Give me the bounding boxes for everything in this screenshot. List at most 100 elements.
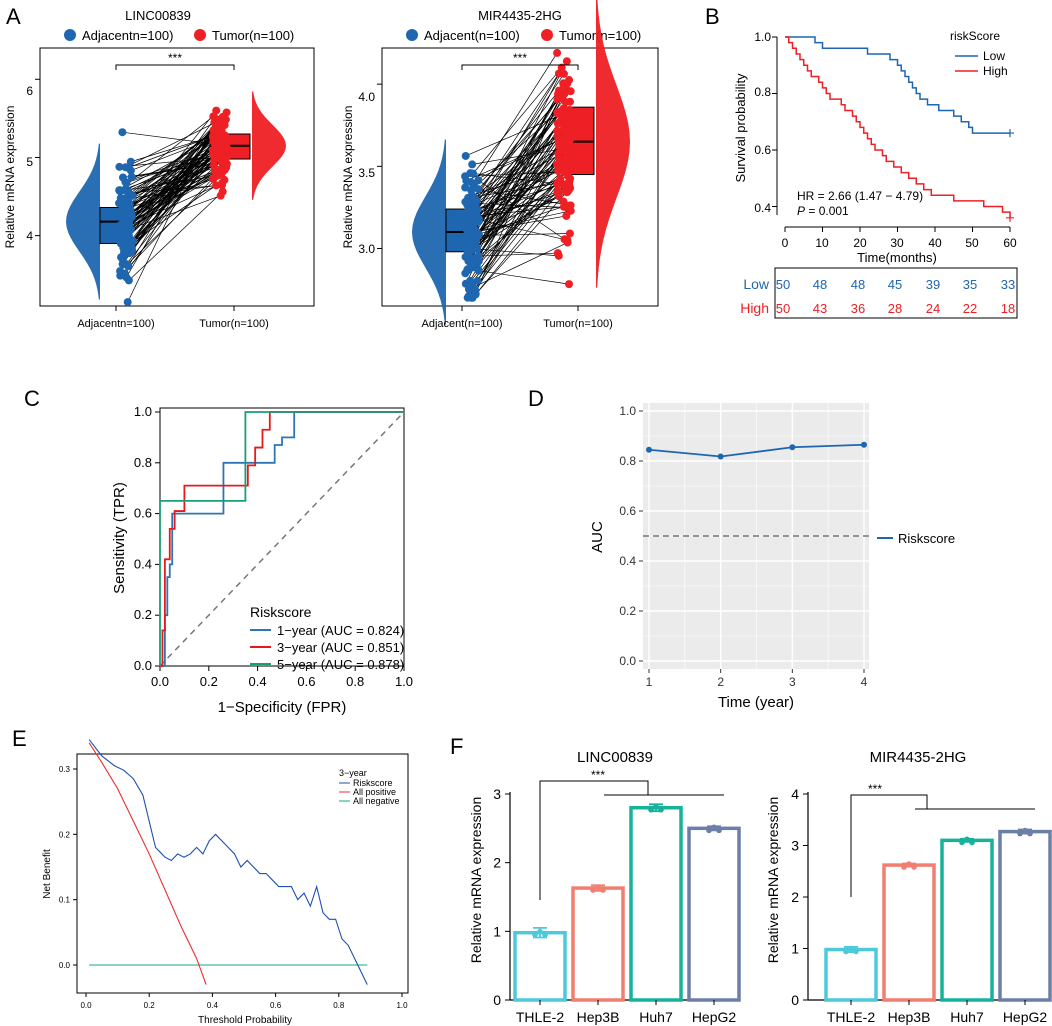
significance-bracket	[850, 794, 928, 897]
x-tick-label: 2	[717, 675, 724, 689]
replicate-point	[959, 839, 965, 846]
chart-f1: LINC00839 0 1 2 3 THLE-2 Hep3B Huh7 HepG2 Relat…	[468, 749, 741, 1025]
pair-line	[129, 120, 220, 210]
point-tumor	[564, 146, 573, 155]
panel-label-f: F	[450, 734, 463, 759]
auc-point	[861, 441, 867, 448]
y-tick-label: 0.4	[619, 554, 636, 568]
roc-curve-3-year	[160, 411, 404, 667]
chart-b-xtick: 60	[1003, 236, 1017, 250]
point-tumor	[554, 163, 563, 172]
point-adjacent	[122, 212, 131, 221]
y-tick-label: 0.2	[134, 607, 152, 622]
point-tumor	[556, 92, 565, 101]
pair-line	[128, 150, 214, 225]
pair-line	[475, 101, 571, 217]
risk-value: 39	[926, 277, 940, 292]
point-tumor	[219, 141, 228, 150]
chart-a2-ytick: 3.5	[358, 166, 375, 180]
risk-value: 50	[776, 301, 790, 316]
replicate-point	[901, 864, 907, 870]
point-adjacent	[468, 232, 477, 241]
pair-line	[122, 131, 220, 265]
chart-c-xlabel: 1−Specificity (FPR)	[218, 699, 347, 716]
replicate-point	[853, 948, 859, 955]
chart-b-xtick: 20	[853, 236, 867, 250]
bar-thle-2	[824, 947, 878, 1002]
x-tick-label: THLE-2	[827, 1009, 875, 1025]
risk-value: 35	[963, 277, 977, 292]
legend-label-tumor: Tumor(n=100)	[212, 28, 294, 43]
x-tick-label: 1	[646, 675, 653, 689]
replicate-point	[716, 827, 722, 834]
legend-label-riskscore: Riskscore	[353, 778, 393, 788]
point-tumor	[217, 158, 226, 167]
point-adjacent	[127, 238, 136, 247]
replicate-point	[711, 824, 717, 831]
replicate-point	[653, 803, 659, 810]
chart-a1-significance: ***	[168, 51, 182, 65]
risk-value: 22	[963, 301, 977, 316]
replicate-point	[1022, 827, 1028, 834]
chart-b-ylabel: Survival probability	[733, 73, 748, 183]
x-tick-label: Huh7	[950, 1009, 984, 1025]
pair-line	[471, 172, 566, 238]
pair-line	[130, 123, 225, 210]
pair-line	[470, 112, 558, 191]
replicate-point	[911, 864, 917, 870]
chart-a1-plot	[35, 64, 286, 311]
x-tick-label: HepG2	[692, 1009, 737, 1025]
chart-b-xlabel: Time(months)	[857, 250, 937, 265]
pair-line	[123, 145, 227, 232]
pair-line	[132, 157, 226, 243]
pair-line	[123, 149, 224, 256]
pair-line	[476, 144, 569, 235]
point-adjacent	[463, 209, 472, 218]
chart-a1-xtick: Adjacentn=100)	[77, 318, 154, 330]
chart-c-legend-title: Riskscore	[250, 604, 312, 620]
chart-f1-plot: 0 1 2 3 THLE-2 Hep3B Huh7 HepG2	[493, 780, 741, 1025]
chart-f2: MIR4435-2HG 0 1 2 3 4 THLE-2 Hep3B Huh7 HepG2 Re…	[765, 749, 1052, 1025]
bar-hep3b	[571, 886, 625, 1002]
chart-d: 0.0 0.2 0.4 0.6 0.8 1.0 1 2 3 4 Time (year) AUC R…	[589, 403, 955, 711]
pair-line	[125, 121, 217, 168]
pair-line	[466, 202, 567, 208]
point-adjacent	[120, 248, 129, 257]
point-adjacent	[473, 276, 482, 285]
point-adjacent	[474, 185, 483, 194]
y-tick-label: 0.8	[619, 454, 636, 468]
risk-value: 18	[1001, 301, 1015, 316]
x-tick-label: THLE-2	[516, 1009, 564, 1025]
point-adjacent	[118, 128, 127, 137]
pair-line	[130, 134, 224, 171]
chart-f2-plot: 0 1 2 3 4 THLE-2 Hep3B Huh7 HepG2	[791, 786, 1052, 1025]
pair-line	[478, 205, 567, 235]
roc-curve-5-year	[159, 411, 404, 666]
risk-value: 48	[851, 277, 865, 292]
dca-curve-riskscore	[88, 739, 368, 985]
point-adjacent	[122, 178, 131, 187]
pair-line	[122, 127, 221, 200]
point-adjacent	[463, 293, 472, 302]
chart-e-xlabel: Threshold Probability	[198, 1015, 292, 1026]
chart-a2-xtick: Tumor(n=100)	[543, 318, 613, 330]
x-tick-label: 0.2	[200, 674, 218, 689]
point-adjacent	[474, 230, 483, 239]
point-adjacent	[474, 176, 483, 185]
chart-e-frame	[76, 753, 409, 994]
dca-curve-all-positive	[88, 742, 207, 985]
point-tumor	[220, 175, 229, 184]
pair-line	[474, 73, 565, 207]
auc-point	[789, 444, 796, 451]
x-tick-label: 0.8	[346, 674, 364, 689]
y-tick-label: 4	[791, 786, 799, 802]
legend-swatch-tumor	[194, 29, 206, 41]
point-adjacent	[118, 255, 127, 264]
pair-line	[472, 52, 558, 185]
pair-line	[472, 88, 567, 204]
y-tick-label: 0.1	[59, 896, 71, 905]
legend-label-5-year: 5−year (AUC = 0.878)	[277, 657, 404, 672]
pair-line	[471, 191, 559, 226]
point-tumor	[553, 119, 562, 128]
chart-a2: MIR4435-2HG Adjacent(n=100) Tumor(n=100)…	[341, 0, 659, 330]
